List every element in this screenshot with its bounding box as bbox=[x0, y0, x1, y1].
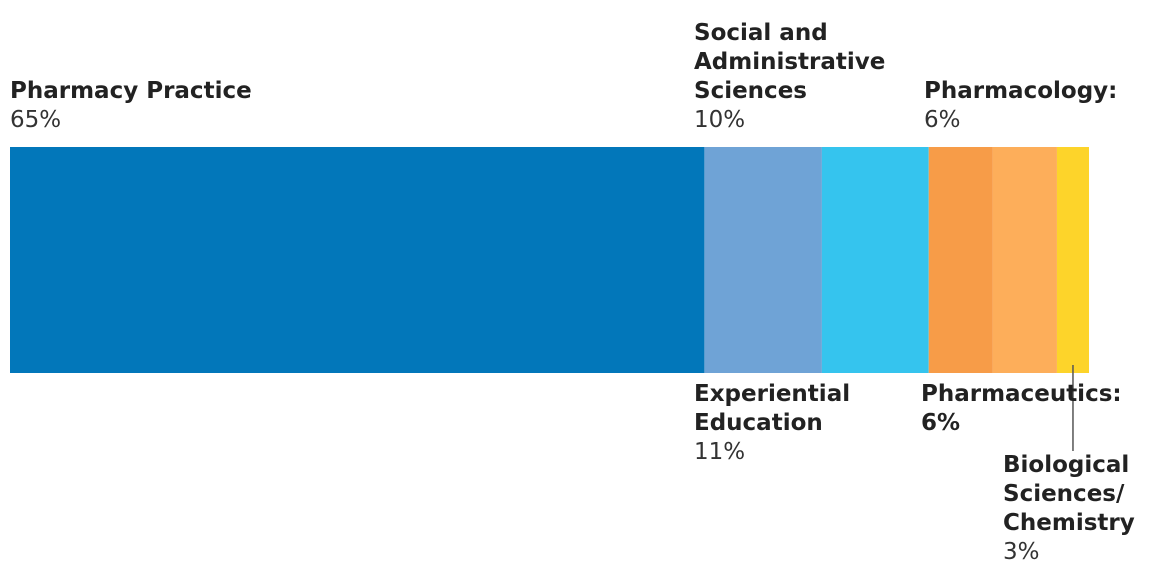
segment-label: Biological Sciences/ Chemistry 3% bbox=[1003, 451, 1153, 567]
segment-label: Pharmaceutics: 6% bbox=[921, 380, 1141, 438]
category-name: Pharmacy Practice bbox=[10, 78, 252, 104]
bar-segment bbox=[704, 147, 822, 373]
bar-segment bbox=[1056, 147, 1089, 373]
category-name: Experiential Education bbox=[694, 381, 851, 436]
bar-segment bbox=[10, 147, 705, 373]
segment-label: Social and Administrative Sciences 10% bbox=[694, 19, 909, 135]
value-label: 11% bbox=[694, 439, 746, 465]
segment-label: Pharmacology: 6% bbox=[924, 77, 1144, 135]
segment-label: Pharmacy Practice 65% bbox=[10, 77, 410, 135]
value-label: 6% bbox=[921, 410, 961, 436]
bar-segment bbox=[992, 147, 1057, 373]
value-label: 6% bbox=[924, 107, 961, 133]
category-name: Biological Sciences/ Chemistry bbox=[1003, 452, 1135, 536]
category-name: Pharmaceutics: bbox=[921, 381, 1122, 407]
category-name: Pharmacology: bbox=[924, 78, 1118, 104]
value-label: 65% bbox=[10, 107, 62, 133]
value-label: 3% bbox=[1003, 539, 1040, 565]
category-name: Social and Administrative Sciences bbox=[694, 20, 886, 104]
bar-segment bbox=[821, 147, 929, 373]
segment-label: Experiential Education 11% bbox=[694, 380, 884, 467]
bar-segment bbox=[928, 147, 993, 373]
value-label: 10% bbox=[694, 107, 746, 133]
